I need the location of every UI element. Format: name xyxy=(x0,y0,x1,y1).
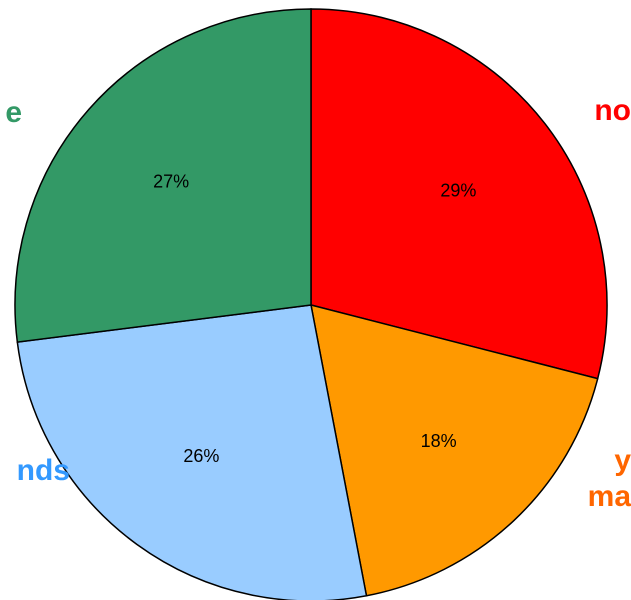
pie-slice xyxy=(310,8,608,380)
slice-percent-label: 27% xyxy=(153,172,189,192)
slice-category-label: e xyxy=(5,96,22,129)
slice-category-label: no xyxy=(594,94,631,127)
pie-slice xyxy=(16,304,368,600)
slice-category-label: nds xyxy=(17,454,70,487)
slice-percent-label: 26% xyxy=(183,446,219,466)
slice-percent-label: 18% xyxy=(421,431,457,451)
slice-category-label: y ma xyxy=(588,444,631,513)
slice-percent-label: 29% xyxy=(440,181,476,201)
pie-slice xyxy=(310,303,599,597)
pie-slice xyxy=(14,8,312,343)
